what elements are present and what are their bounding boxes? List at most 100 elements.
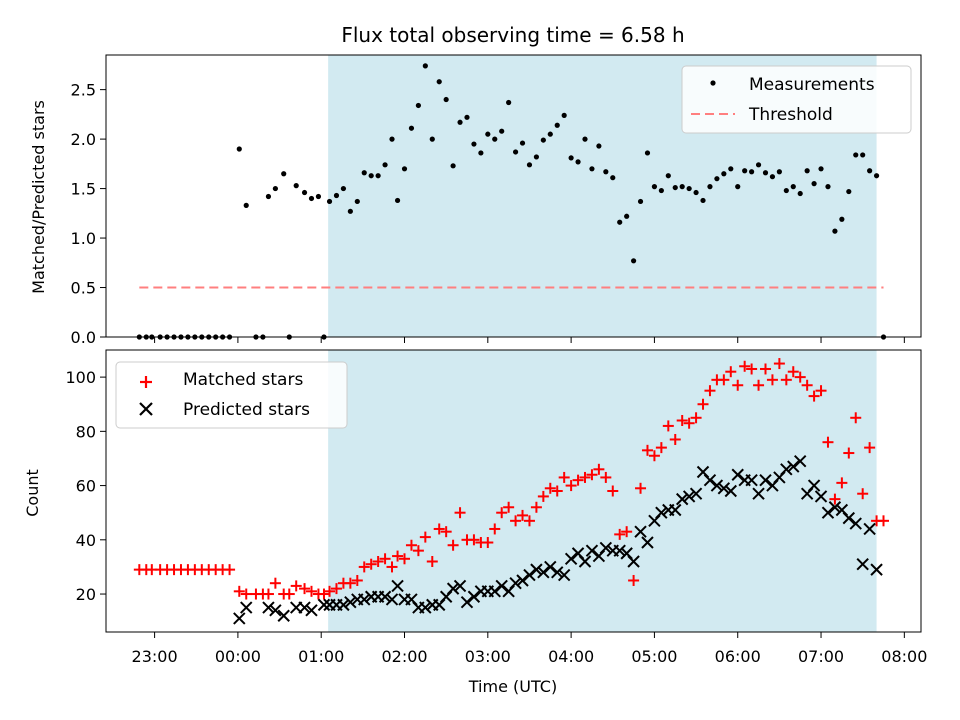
matched-star-point (572, 474, 584, 486)
top-y-tick-label: 2.0 (71, 130, 96, 149)
top-panel: 0.0 0.5 1.0 1.5 2.0 2.5 Flux total observing … (29, 23, 922, 347)
measurement-point (804, 168, 810, 174)
measurement-point (873, 173, 880, 179)
matched-star-point (683, 417, 695, 429)
matched-star-point (412, 545, 424, 557)
predicted-star-point (724, 484, 737, 498)
x-tick-label: 08:00 (881, 647, 927, 666)
top-y-tick-label: 1.5 (71, 180, 96, 199)
measurement-point (361, 170, 367, 176)
predicted-star-point (863, 522, 876, 536)
measurement-point (354, 198, 360, 205)
measurement-point (415, 102, 421, 109)
predicted-star-point (821, 506, 835, 519)
measurement-point (315, 193, 322, 200)
measurement-point (450, 163, 456, 169)
predicted-star-point (710, 479, 724, 492)
matched-star-point (565, 480, 577, 492)
measurement-point (832, 228, 838, 234)
matched-star-point (233, 585, 245, 597)
matched-star-point (496, 507, 508, 519)
matched-star-point (759, 363, 771, 375)
measurement-point (340, 185, 347, 192)
predicted-star-point (794, 454, 807, 468)
predicted-star-point (544, 560, 557, 574)
bottom-y-axis-ticks: 20 40 60 80 100 (65, 368, 106, 604)
matched-star-point (399, 553, 411, 565)
matched-star-point (864, 442, 876, 454)
measurement-point (589, 166, 595, 172)
measurement-point (408, 125, 415, 131)
predicted-star-point (530, 563, 543, 576)
matched-star-point (426, 556, 438, 567)
matched-star-point (628, 574, 640, 586)
measurement-point (519, 140, 526, 146)
measurement-point (811, 181, 817, 187)
predicted-star-point (578, 555, 592, 568)
matched-star-point (240, 588, 252, 600)
measurement-point (769, 174, 776, 180)
measurement-point (825, 184, 831, 190)
measurement-point (603, 169, 609, 175)
predicted-star-point (298, 601, 311, 614)
predicted-star-point (675, 492, 689, 506)
matched-star-point (530, 501, 542, 513)
bottom-panel: 20 40 60 80 100 23:00 00:00 01:00 02:00 03:00 04:… (23, 349, 927, 696)
matched-star-point (725, 366, 737, 378)
bottom-axes-frame (105, 349, 922, 633)
measurement-point (333, 192, 340, 199)
measurement-point (637, 198, 644, 205)
predicted-star-point (669, 503, 682, 517)
matched-star-point (440, 526, 452, 538)
predicted-star-point (807, 479, 821, 492)
measurement-point (700, 197, 706, 204)
measurement-point (853, 152, 859, 158)
measurement-point (568, 155, 574, 161)
predicted-star-point (599, 541, 613, 555)
bottom-legend-box (115, 361, 348, 429)
measurement-point (721, 171, 727, 177)
measurement-point (651, 184, 658, 190)
matched-star-point (299, 583, 311, 595)
matched-star-point (739, 360, 751, 372)
bottom-observing-span (328, 350, 877, 632)
x-tick-label: 01:00 (298, 647, 344, 666)
measurement-point (308, 195, 315, 202)
matched-star-point (850, 412, 862, 424)
legend-predicted-marker (139, 402, 153, 416)
predicted-star-point (634, 525, 647, 538)
matched-star-point (808, 390, 820, 402)
bottom-x-axis-ticks: 23:00 00:00 01:00 02:00 03:00 04:00 05:00 06:00… (132, 632, 927, 666)
matched-star-point (718, 374, 730, 386)
matched-star-point (655, 442, 667, 454)
predicted-star-point (828, 501, 842, 514)
measurement-point (422, 63, 428, 69)
matched-star-point (607, 485, 619, 497)
matched-star-point (324, 585, 336, 597)
matched-star-point (510, 515, 522, 527)
matched-star-point (766, 374, 778, 386)
x-axis-label: Time (UTC) (468, 677, 557, 696)
x-tick-label: 04:00 (548, 647, 594, 666)
predicted-star-point (814, 490, 828, 503)
measurement-point (762, 170, 769, 176)
measurement-point (582, 136, 588, 142)
predicted-star-point (337, 598, 350, 612)
matched-star-point (468, 534, 480, 546)
measurement-point (867, 168, 873, 174)
predicted-star-point (585, 544, 599, 557)
matched-star-point (365, 558, 377, 570)
measurement-point (783, 187, 789, 194)
measurement-point (693, 189, 699, 196)
matched-star-point (614, 528, 626, 540)
matched-star-point (579, 471, 591, 483)
predicted-star-point (849, 517, 862, 530)
matched-star-point (648, 450, 660, 462)
measurement-point (436, 79, 442, 85)
predicted-star-point (655, 506, 668, 519)
predicted-star-point (488, 585, 501, 598)
predicted-star-point (495, 579, 508, 593)
predicted-star-point (317, 598, 331, 612)
matched-star-point (433, 523, 445, 535)
matched-star-point (836, 477, 848, 489)
